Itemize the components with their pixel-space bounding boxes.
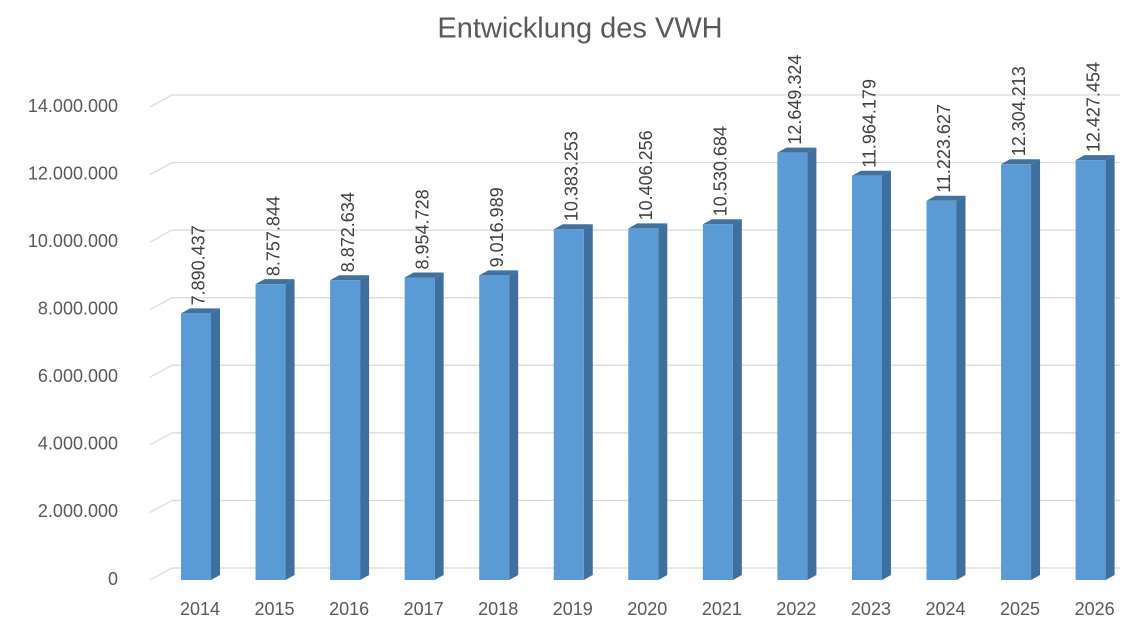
bar-side	[285, 279, 295, 580]
grid-line	[149, 94, 1120, 108]
bar-top	[479, 270, 519, 276]
bar-top	[255, 279, 295, 285]
x-tick-label: 2014	[180, 599, 220, 619]
y-tick-label: 8.000.000	[38, 298, 118, 318]
x-tick-label: 2026	[1075, 599, 1115, 619]
bar-side	[807, 147, 817, 581]
x-tick-label: 2015	[255, 599, 295, 619]
y-tick-label: 2.000.000	[38, 501, 118, 521]
bar-side	[956, 195, 966, 580]
y-tick-label: 4.000.000	[38, 434, 118, 454]
bar	[181, 313, 211, 580]
x-tick-label: 2025	[1000, 599, 1040, 619]
bar-top	[628, 223, 668, 229]
y-tick-label: 12.000.000	[28, 163, 118, 183]
x-tick-label: 2022	[776, 599, 816, 619]
bar-side	[360, 275, 370, 580]
bar-side	[509, 270, 519, 580]
bar-top	[553, 224, 593, 230]
value-label: 10.530.684	[711, 126, 731, 216]
bar	[479, 275, 510, 580]
value-label: 10.383.253	[562, 131, 582, 221]
bar	[628, 228, 659, 580]
value-label: 10.406.256	[636, 130, 656, 220]
grid-line	[149, 161, 1120, 176]
bar-side	[1031, 159, 1041, 580]
bar-top	[926, 195, 966, 201]
x-tick-label: 2024	[925, 599, 965, 619]
x-tick-label: 2020	[627, 599, 667, 619]
value-label: 12.304.213	[1009, 66, 1029, 156]
x-tick-label: 2017	[404, 599, 444, 619]
bar-top	[702, 219, 742, 225]
bar-side	[658, 223, 668, 580]
value-label: 9.016.989	[487, 187, 507, 267]
x-tick-label: 2019	[553, 599, 593, 619]
bar-top	[1075, 155, 1115, 161]
value-label: 12.649.324	[785, 55, 805, 145]
x-tick-label: 2016	[329, 599, 369, 619]
bar-top	[181, 308, 220, 314]
bar-top	[330, 275, 370, 281]
x-tick-label: 2021	[702, 599, 742, 619]
value-label: 8.954.728	[412, 189, 432, 269]
bar-top	[777, 147, 817, 153]
value-label: 8.872.634	[338, 192, 358, 272]
bar	[1075, 160, 1106, 581]
value-label: 7.890.437	[189, 225, 209, 305]
bar	[330, 280, 361, 580]
y-tick-label: 14.000.000	[28, 96, 118, 116]
value-label: 11.223.627	[934, 104, 954, 193]
bar-side	[881, 170, 891, 580]
x-tick-label: 2023	[851, 599, 891, 619]
x-tick-label: 2018	[478, 599, 518, 619]
bar-side	[211, 308, 220, 580]
bar-top	[404, 272, 444, 278]
y-tick-label: 6.000.000	[38, 366, 118, 386]
bar-side	[434, 272, 444, 580]
bar-side	[1105, 155, 1115, 581]
value-label: 12.427.454	[1083, 62, 1103, 152]
bar	[553, 229, 584, 580]
bar-top	[851, 170, 891, 176]
bar	[777, 152, 808, 581]
value-label: 8.757.844	[263, 196, 283, 276]
bar	[1001, 164, 1032, 580]
chart-title: Entwicklung des VWH	[437, 13, 722, 45]
y-tick-label: 10.000.000	[28, 231, 118, 251]
bar	[404, 277, 435, 580]
bar-side	[583, 224, 593, 580]
bar-side	[732, 219, 742, 580]
bar	[926, 200, 957, 580]
bar	[851, 175, 882, 580]
value-label: 11.964.179	[860, 79, 880, 168]
bar	[702, 224, 733, 580]
bar	[255, 284, 286, 580]
y-tick-label: 0	[108, 569, 118, 589]
bar-top	[1001, 159, 1041, 165]
